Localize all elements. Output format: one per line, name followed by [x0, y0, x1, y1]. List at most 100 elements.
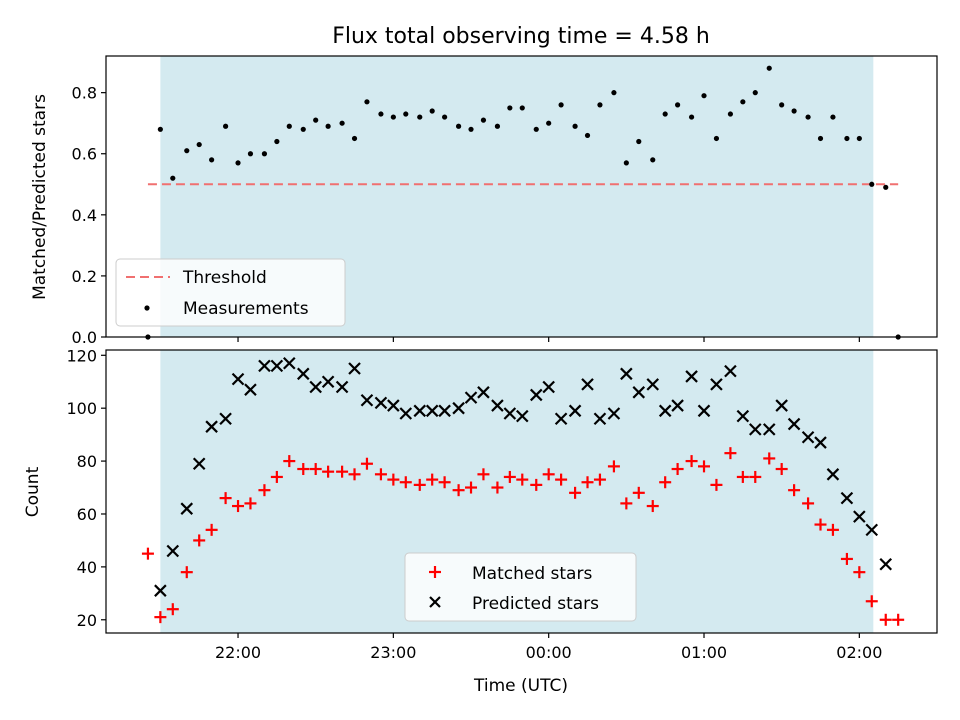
predicted-star-point — [503, 407, 517, 420]
measurement-point — [442, 114, 448, 120]
predicted-star-point — [554, 412, 568, 426]
matched-star-point — [775, 463, 788, 476]
measurement-point — [805, 114, 811, 120]
predicted-star-point — [283, 356, 296, 370]
predicted-star-point — [697, 404, 711, 418]
matched-star-point — [413, 478, 426, 491]
predicted-star-point — [826, 468, 840, 481]
matched-star-point — [814, 518, 827, 531]
top-y-axis-label: Matched/Predicted stars — [30, 94, 50, 300]
predicted-star-point — [814, 436, 827, 449]
matched-star-point — [491, 481, 504, 494]
matched-star-point — [297, 463, 310, 476]
matched-star-point — [555, 473, 568, 486]
measurement-point — [791, 108, 797, 114]
predicted-star-point — [335, 380, 349, 394]
legend-predicted-swatch — [429, 596, 441, 608]
matched-star-point — [607, 460, 620, 473]
matched-star-point — [620, 497, 633, 510]
measurement-point — [209, 157, 215, 163]
matched-star-point — [336, 465, 349, 478]
predicted-star-point — [865, 523, 879, 537]
predicted-star-point — [219, 412, 232, 426]
matched-star-point — [503, 470, 516, 483]
matched-star-point — [530, 478, 543, 491]
measurement-point — [223, 123, 229, 129]
predicted-star-point — [853, 510, 866, 523]
matched-star-point — [219, 492, 232, 505]
y-tick-label: 0.6 — [72, 145, 97, 164]
measurement-point — [688, 114, 695, 120]
x-tick-label: 02:00 — [836, 643, 882, 662]
matched-star-point — [399, 476, 412, 489]
matched-star-point — [865, 595, 878, 608]
measurement-point — [779, 102, 785, 108]
predicted-star-point — [607, 407, 621, 420]
measurement-point — [636, 138, 642, 145]
predicted-star-point — [464, 391, 478, 404]
predicted-star-point — [296, 367, 310, 381]
measurement-point — [650, 157, 656, 163]
predicted-star-point — [646, 378, 660, 391]
legend-matched-swatch — [429, 566, 441, 578]
measurement-point — [830, 114, 836, 120]
measurement-point — [247, 151, 254, 157]
matched-star-point — [244, 497, 257, 510]
measurement-point — [184, 148, 190, 154]
predicted-star-point — [205, 420, 218, 433]
predicted-stars-series — [154, 356, 893, 597]
predicted-star-point — [879, 557, 893, 571]
predicted-star-point — [529, 388, 543, 402]
predicted-star-point — [244, 383, 257, 396]
measurement-point — [883, 184, 889, 190]
measurement-point — [286, 123, 292, 129]
matched-star-point — [516, 473, 529, 486]
predicted-star-point — [542, 380, 555, 394]
predicted-star-point — [348, 362, 361, 375]
y-tick-label: 0.2 — [72, 267, 97, 286]
measurement-point — [817, 135, 824, 142]
y-tick-label: 0.4 — [72, 206, 97, 225]
matched-star-point — [632, 486, 645, 499]
measurement-point — [611, 90, 617, 96]
y-tick-label: 120 — [66, 346, 97, 365]
x-tick-label: 01:00 — [681, 643, 727, 662]
measurement-point — [274, 138, 280, 145]
measurement-point — [157, 126, 163, 132]
matched-star-point — [348, 468, 361, 481]
measurement-point — [727, 111, 734, 117]
matched-star-point — [322, 465, 335, 478]
measurement-point — [558, 102, 564, 108]
measurement-point — [675, 102, 681, 108]
predicted-star-point — [360, 393, 374, 407]
chart-title: Flux total observing time = 4.58 h — [332, 24, 710, 49]
predicted-star-point — [399, 407, 413, 420]
measurement-point — [584, 132, 591, 139]
x-tick-label: 00:00 — [526, 643, 572, 662]
matched-star-point — [659, 476, 672, 489]
matched-star-point — [749, 470, 762, 483]
measurement-point — [740, 99, 746, 105]
matched-star-point — [477, 468, 490, 481]
matched-star-point — [763, 452, 776, 465]
measurement-point — [468, 126, 474, 132]
predicted-star-point — [438, 404, 451, 418]
top-legend: Threshold Measurements — [115, 258, 346, 327]
matched-star-point — [892, 613, 905, 626]
matched-star-point — [646, 500, 659, 513]
predicted-star-point — [736, 409, 750, 423]
predicted-star-point — [762, 423, 776, 436]
measurement-point — [300, 126, 306, 132]
matched-star-point — [205, 523, 218, 536]
measurement-point — [766, 65, 772, 71]
predicted-star-point — [748, 423, 762, 436]
matched-star-point — [141, 547, 154, 560]
y-tick-label: 0.8 — [72, 84, 97, 103]
predicted-star-point — [321, 375, 335, 389]
y-tick-label: 20 — [77, 611, 97, 630]
predicted-star-point — [309, 380, 322, 394]
measurement-point — [572, 123, 578, 129]
predicted-star-point — [632, 386, 646, 399]
predicted-star-point — [710, 378, 723, 391]
matched-star-point — [452, 484, 465, 497]
